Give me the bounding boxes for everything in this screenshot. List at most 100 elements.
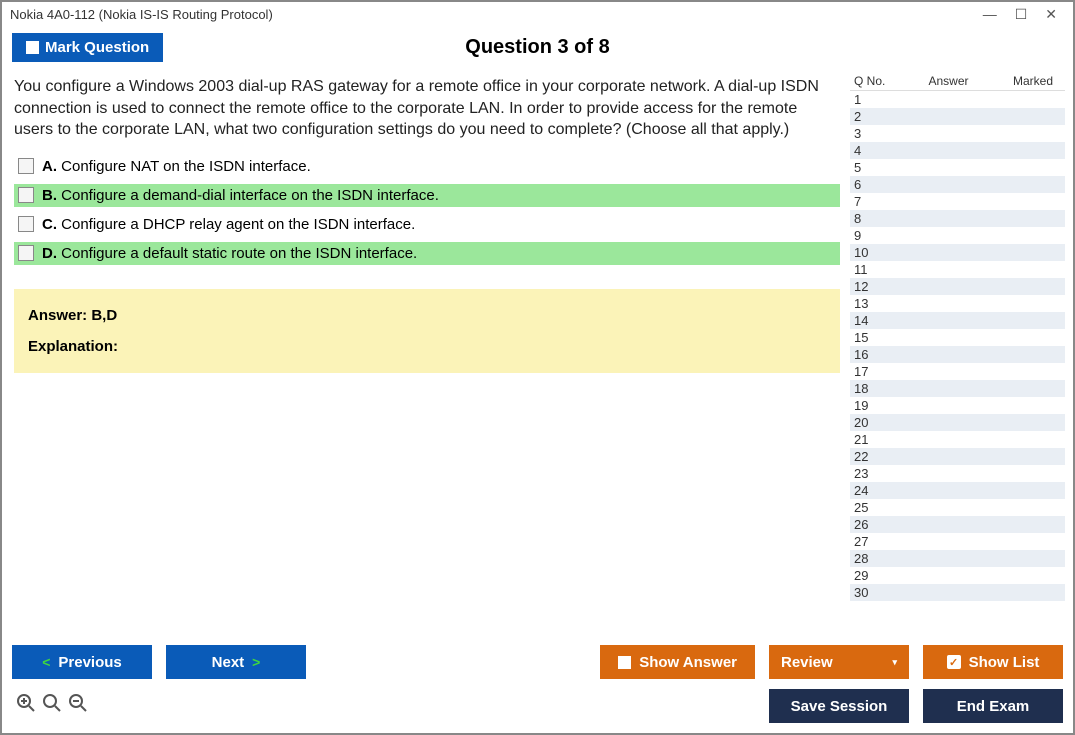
option-row[interactable]: D. Configure a default static route on t…: [14, 242, 840, 265]
qlist-row[interactable]: 7: [850, 193, 1065, 210]
header-row: Mark Question Question 3 of 8: [2, 27, 1073, 70]
qlist-row[interactable]: 9: [850, 227, 1065, 244]
qlist-row[interactable]: 25: [850, 499, 1065, 516]
end-exam-label: End Exam: [957, 698, 1030, 715]
review-button[interactable]: Review ▾: [769, 645, 909, 679]
end-exam-button[interactable]: End Exam: [923, 689, 1063, 723]
square-icon: [618, 656, 631, 669]
previous-button[interactable]: < Previous: [12, 645, 152, 679]
body: You configure a Windows 2003 dial-up RAS…: [2, 70, 1073, 635]
qlist-row[interactable]: 3: [850, 125, 1065, 142]
option-row[interactable]: B. Configure a demand-dial interface on …: [14, 184, 840, 207]
qlist-row[interactable]: 18: [850, 380, 1065, 397]
option-row[interactable]: C. Configure a DHCP relay agent on the I…: [14, 213, 840, 236]
mark-question-button[interactable]: Mark Question: [12, 33, 163, 62]
qlist-number: 16: [854, 347, 884, 362]
qlist-number: 8: [854, 211, 884, 226]
minimize-icon[interactable]: —: [983, 6, 997, 23]
option-checkbox[interactable]: [18, 245, 34, 261]
close-icon[interactable]: ✕: [1045, 6, 1057, 23]
qlist-row[interactable]: 13: [850, 295, 1065, 312]
qlist-row[interactable]: 16: [850, 346, 1065, 363]
chevron-left-icon: <: [42, 654, 50, 670]
option-checkbox[interactable]: [18, 158, 34, 174]
show-list-button[interactable]: ✓ Show List: [923, 645, 1063, 679]
qlist-row[interactable]: 27: [850, 533, 1065, 550]
review-label: Review: [781, 654, 833, 671]
qlist-row[interactable]: 10: [850, 244, 1065, 261]
col-qno: Q No.: [854, 74, 894, 88]
option-checkbox[interactable]: [18, 187, 34, 203]
qlist-row[interactable]: 23: [850, 465, 1065, 482]
option-checkbox[interactable]: [18, 216, 34, 232]
qlist-number: 29: [854, 568, 884, 583]
zoom-controls: [12, 693, 88, 719]
zoom-out-icon[interactable]: [68, 693, 88, 719]
footer-row-2: Save Session End Exam: [12, 689, 1063, 723]
qlist-row[interactable]: 24: [850, 482, 1065, 499]
show-answer-button[interactable]: Show Answer: [600, 645, 755, 679]
window-title: Nokia 4A0-112 (Nokia IS-IS Routing Proto…: [10, 7, 273, 22]
qlist-number: 7: [854, 194, 884, 209]
qlist-body[interactable]: 1234567891011121314151617181920212223242…: [850, 90, 1065, 635]
option-label: C. Configure a DHCP relay agent on the I…: [42, 216, 415, 233]
zoom-reset-icon[interactable]: [42, 693, 62, 719]
qlist-number: 19: [854, 398, 884, 413]
footer: < Previous Next > Show Answer Review ▾ ✓…: [2, 635, 1073, 733]
next-label: Next: [212, 654, 245, 671]
qlist-row[interactable]: 30: [850, 584, 1065, 601]
option-label: A. Configure NAT on the ISDN interface.: [42, 158, 311, 175]
zoom-in-icon[interactable]: [16, 693, 36, 719]
qlist-number: 13: [854, 296, 884, 311]
qlist-row[interactable]: 19: [850, 397, 1065, 414]
qlist-number: 5: [854, 160, 884, 175]
explanation-label: Explanation:: [28, 338, 826, 355]
checkbox-icon: [26, 41, 39, 54]
qlist-row[interactable]: 4: [850, 142, 1065, 159]
qlist-row[interactable]: 5: [850, 159, 1065, 176]
qlist-row[interactable]: 28: [850, 550, 1065, 567]
qlist-number: 10: [854, 245, 884, 260]
qlist-row[interactable]: 29: [850, 567, 1065, 584]
next-button[interactable]: Next >: [166, 645, 306, 679]
qlist-row[interactable]: 2: [850, 108, 1065, 125]
qlist-row[interactable]: 12: [850, 278, 1065, 295]
qlist-row[interactable]: 11: [850, 261, 1065, 278]
qlist-number: 17: [854, 364, 884, 379]
main-column: You configure a Windows 2003 dial-up RAS…: [10, 70, 850, 635]
qlist-number: 20: [854, 415, 884, 430]
qlist-number: 3: [854, 126, 884, 141]
footer-row-1: < Previous Next > Show Answer Review ▾ ✓…: [12, 645, 1063, 679]
qlist-row[interactable]: 17: [850, 363, 1065, 380]
maximize-icon[interactable]: ☐: [1015, 6, 1028, 23]
show-answer-label: Show Answer: [639, 654, 737, 671]
qlist-row[interactable]: 8: [850, 210, 1065, 227]
qlist-row[interactable]: 22: [850, 448, 1065, 465]
qlist-row[interactable]: 6: [850, 176, 1065, 193]
window-controls: — ☐ ✕: [983, 6, 1065, 23]
option-row[interactable]: A. Configure NAT on the ISDN interface.: [14, 155, 840, 178]
chevron-right-icon: >: [252, 654, 260, 670]
question-list-panel: Q No. Answer Marked 12345678910111213141…: [850, 70, 1065, 635]
save-session-button[interactable]: Save Session: [769, 689, 909, 723]
qlist-number: 18: [854, 381, 884, 396]
qlist-row[interactable]: 14: [850, 312, 1065, 329]
qlist-number: 28: [854, 551, 884, 566]
qlist-number: 22: [854, 449, 884, 464]
qlist-number: 21: [854, 432, 884, 447]
question-text: You configure a Windows 2003 dial-up RAS…: [14, 76, 840, 141]
qlist-number: 23: [854, 466, 884, 481]
qlist-row[interactable]: 15: [850, 329, 1065, 346]
qlist-header: Q No. Answer Marked: [850, 70, 1065, 90]
answer-box: Answer: B,D Explanation:: [14, 289, 840, 373]
col-answer: Answer: [894, 74, 1003, 88]
answer-label: Answer: B,D: [28, 307, 826, 324]
qlist-number: 26: [854, 517, 884, 532]
titlebar: Nokia 4A0-112 (Nokia IS-IS Routing Proto…: [2, 2, 1073, 27]
check-icon: ✓: [947, 655, 961, 669]
qlist-row[interactable]: 1: [850, 91, 1065, 108]
qlist-row[interactable]: 20: [850, 414, 1065, 431]
qlist-number: 25: [854, 500, 884, 515]
qlist-row[interactable]: 21: [850, 431, 1065, 448]
qlist-row[interactable]: 26: [850, 516, 1065, 533]
